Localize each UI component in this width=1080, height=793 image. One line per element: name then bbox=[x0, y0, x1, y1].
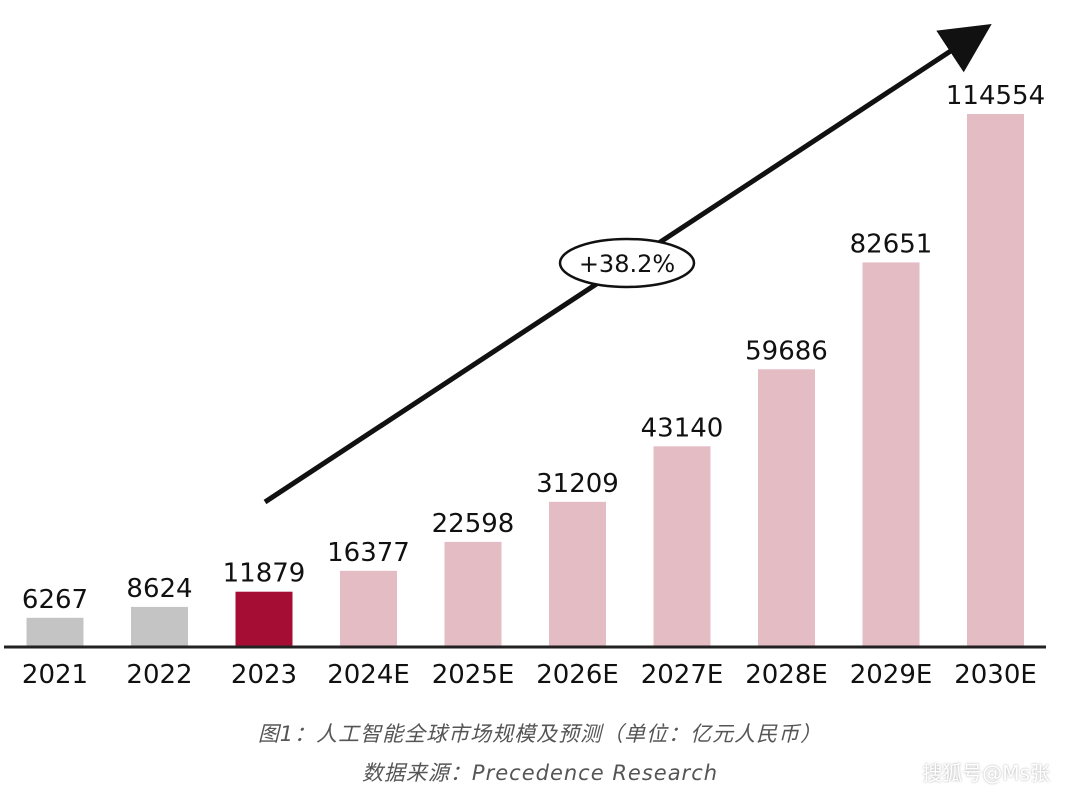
x-tick-labels-layer: 2021 2022 2023 2024E 2025E 2026E 2027E 2028E 202… bbox=[22, 660, 1037, 690]
x-tick-2022: 2022 bbox=[126, 660, 192, 690]
x-tick-2025E: 2025E bbox=[432, 660, 515, 690]
bar-2021 bbox=[26, 617, 84, 647]
value-label-2029E: 82651 bbox=[850, 229, 933, 259]
growth-rate-label: +38.2% bbox=[579, 250, 675, 278]
x-tick-2021: 2021 bbox=[22, 660, 88, 690]
x-tick-2029E: 2029E bbox=[850, 660, 933, 690]
x-tick-2026E: 2026E bbox=[536, 660, 619, 690]
x-tick-2028E: 2028E bbox=[745, 660, 828, 690]
watermark: 搜狐号@Ms张 bbox=[922, 761, 1050, 785]
value-label-2023: 11879 bbox=[223, 559, 306, 589]
bar-2028E bbox=[758, 369, 815, 647]
bar-2029E bbox=[862, 262, 920, 647]
growth-ellipse bbox=[558, 237, 696, 289]
value-label-2026E: 31209 bbox=[536, 469, 619, 499]
value-label-2025E: 22598 bbox=[432, 509, 515, 539]
value-label-2022: 8624 bbox=[126, 574, 192, 604]
trend-annotation: +38.2% bbox=[263, 24, 992, 505]
value-label-2030E: 114554 bbox=[946, 81, 1045, 111]
value-label-2028E: 59686 bbox=[745, 336, 828, 366]
x-tick-2027E: 2027E bbox=[641, 660, 724, 690]
value-label-2021: 6267 bbox=[22, 585, 88, 615]
chart-caption-source: 数据来源：Precedence Research bbox=[361, 761, 719, 785]
bar-2026E bbox=[549, 501, 606, 647]
bar-2025E bbox=[444, 541, 502, 647]
bar-2027E bbox=[653, 446, 711, 647]
bar-2022 bbox=[131, 606, 188, 647]
bar-2023 bbox=[235, 591, 293, 647]
x-tick-2023: 2023 bbox=[231, 660, 297, 690]
x-tick-2024E: 2024E bbox=[327, 660, 410, 690]
value-labels-layer: 6267 8624 11879 16377 22598 31209 43140 59686 82… bbox=[22, 81, 1045, 615]
chart-caption-title: 图1：人工智能全球市场规模及预测（单位：亿元人民币） bbox=[257, 722, 823, 746]
bars-layer bbox=[26, 114, 1024, 647]
x-tick-2030E: 2030E bbox=[954, 660, 1037, 690]
value-label-2024E: 16377 bbox=[327, 538, 410, 568]
bar-2024E bbox=[340, 570, 397, 647]
value-label-2027E: 43140 bbox=[641, 413, 724, 443]
bar-2030E bbox=[967, 114, 1024, 647]
